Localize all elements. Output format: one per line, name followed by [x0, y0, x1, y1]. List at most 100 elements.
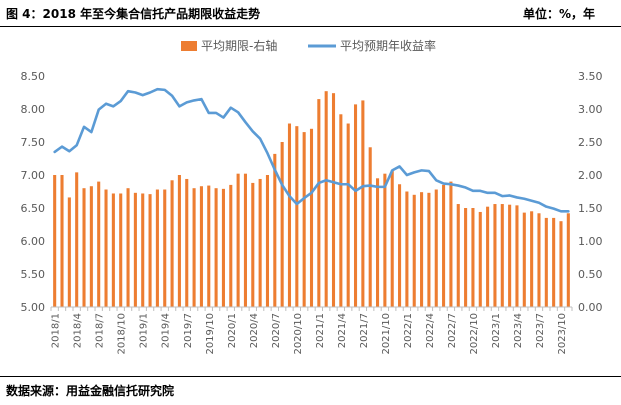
bar-2023/6: [530, 211, 534, 307]
bar-2018/2: [60, 175, 64, 307]
legend: 平均期限-右轴 平均预期年收益率: [181, 38, 436, 53]
bar-2021/8: [368, 147, 372, 307]
bar-2022/9: [464, 208, 468, 307]
bar-2021/6: [353, 104, 358, 307]
bar-2023/4: [515, 205, 519, 307]
bar-2023/10: [559, 221, 563, 307]
x-tick-label: 2021/10: [381, 313, 392, 355]
bar-2023/8: [544, 217, 548, 307]
y-left-tick-label: 8.00: [21, 103, 46, 116]
bar-2018/8: [104, 189, 108, 307]
x-tick-label: 2022/1: [403, 313, 414, 348]
x-tick-label: 2021/7: [359, 313, 370, 348]
x-tick-label: 2022/4: [425, 313, 436, 348]
x-tick-label: 2022/7: [447, 313, 458, 348]
bar-2018/9: [111, 193, 115, 307]
bar-2020/10: [295, 126, 299, 307]
bar-2019/7: [185, 178, 189, 307]
y-left-tick-label: 5.50: [21, 268, 46, 281]
bar-2023/7: [537, 213, 541, 307]
bar-2021/5: [346, 123, 350, 308]
bar-2019/3: [155, 189, 159, 307]
bar-2020/8: [280, 142, 284, 307]
bar-2020/9: [287, 123, 292, 308]
bar-2018/3: [67, 197, 71, 307]
y-left-tick-label: 6.50: [21, 202, 46, 215]
legend-line-label: 平均预期年收益率: [340, 38, 436, 53]
bar-2021/7: [361, 100, 365, 307]
bar-2022/1: [405, 191, 409, 307]
bar-2021/3: [331, 93, 336, 307]
chart: 5.00 5.50 6.00 6.50 7.00 7.50 8.00 8.50 0.00 0.50…: [21, 38, 603, 355]
x-tick-label: 2019/1: [139, 313, 150, 348]
bar-2018/1: [53, 175, 57, 307]
legend-bar-label: 平均期限-右轴: [201, 38, 277, 53]
bar-2019/6: [177, 175, 181, 307]
y-left-tick-label: 5.00: [21, 301, 46, 314]
bar-2021/12: [398, 184, 402, 307]
bar-2022/5: [434, 189, 438, 307]
line-layer: [53, 87, 570, 213]
bar-2023/1: [493, 204, 497, 307]
bar-2022/4: [427, 192, 431, 307]
bar-2023/11: [566, 213, 570, 307]
bar-2018/10: [119, 193, 123, 307]
y-right-tick-label: 0.00: [578, 301, 603, 314]
y-right-tick-label: 2.50: [578, 136, 603, 149]
bar-2021/9: [376, 178, 380, 307]
bottom-rule: [0, 376, 621, 377]
x-tick-label: 2020/4: [249, 313, 260, 348]
x-tick-label: 2020/1: [227, 313, 238, 348]
bar-2018/7: [97, 181, 101, 307]
bar-2021/2: [324, 91, 328, 308]
bar-2022/12: [486, 206, 490, 307]
bar-2022/11: [478, 211, 482, 307]
y-left-tick-label: 7.00: [21, 169, 46, 182]
bar-2019/12: [221, 188, 225, 307]
top-rule: [0, 26, 621, 27]
bars-layer: [53, 91, 570, 308]
bar-2023/5: [522, 212, 526, 307]
bar-2019/11: [214, 188, 218, 307]
bar-2018/5: [82, 188, 86, 307]
bar-2022/3: [420, 192, 424, 307]
figure-header: 图 4：2018 年至今集合信托产品期限收益走势 单位：%，年: [0, 0, 621, 28]
x-tick-label: 2018/4: [73, 313, 84, 348]
bar-2022/6: [442, 184, 446, 307]
x-tick-label: 2018/1: [51, 313, 62, 348]
bar-2022/2: [412, 194, 416, 307]
bar-2020/12: [309, 128, 314, 307]
bar-2020/1: [229, 184, 233, 307]
y-right-tick-label: 0.50: [578, 268, 603, 281]
x-tick-label: 2023/1: [491, 313, 502, 348]
y-left-tick-label: 7.50: [21, 136, 46, 149]
bar-2020/3: [243, 173, 247, 307]
bar-2021/1: [317, 99, 321, 307]
bar-2021/4: [339, 114, 343, 307]
y-left-tick-label: 6.00: [21, 235, 46, 248]
bar-2018/11: [126, 188, 130, 307]
bar-2023/3: [508, 204, 512, 307]
bar-2020/5: [258, 178, 262, 307]
x-tick-label: 2023/7: [535, 313, 546, 348]
figure-title: 图 4：2018 年至今集合信托产品期限收益走势: [6, 7, 261, 21]
legend-bar-swatch: [181, 41, 197, 51]
bar-2018/12: [133, 192, 137, 307]
bar-2020/4: [251, 182, 255, 307]
x-tick-label: 2020/7: [271, 313, 282, 348]
bar-2020/7: [273, 153, 277, 307]
y-left-tick-label: 8.50: [21, 70, 46, 83]
bar-2022/8: [456, 204, 460, 307]
bar-2019/2: [148, 194, 152, 307]
bar-2018/4: [75, 172, 79, 307]
bar-2019/9: [199, 186, 203, 307]
bar-2021/11: [390, 170, 394, 307]
axes-layer: 5.00 5.50 6.00 6.50 7.00 7.50 8.00 8.50 0.00 0.50…: [21, 70, 603, 355]
data-source: 数据来源：用益金融信托研究院: [6, 384, 175, 398]
x-tick-label: 2018/7: [95, 313, 106, 348]
x-tick-label: 2018/10: [117, 313, 128, 355]
x-tick-label: 2019/7: [183, 313, 194, 348]
x-tick-label: 2022/10: [469, 313, 480, 355]
bar-2019/5: [170, 180, 174, 307]
y-right-tick-label: 1.00: [578, 235, 603, 248]
